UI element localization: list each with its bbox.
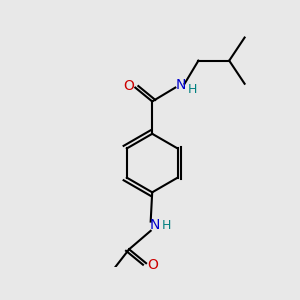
Text: H: H	[188, 82, 197, 96]
Text: N: N	[176, 78, 186, 92]
Text: O: O	[147, 259, 158, 272]
Text: O: O	[124, 79, 134, 93]
Text: H: H	[161, 219, 171, 232]
Text: N: N	[149, 218, 160, 233]
